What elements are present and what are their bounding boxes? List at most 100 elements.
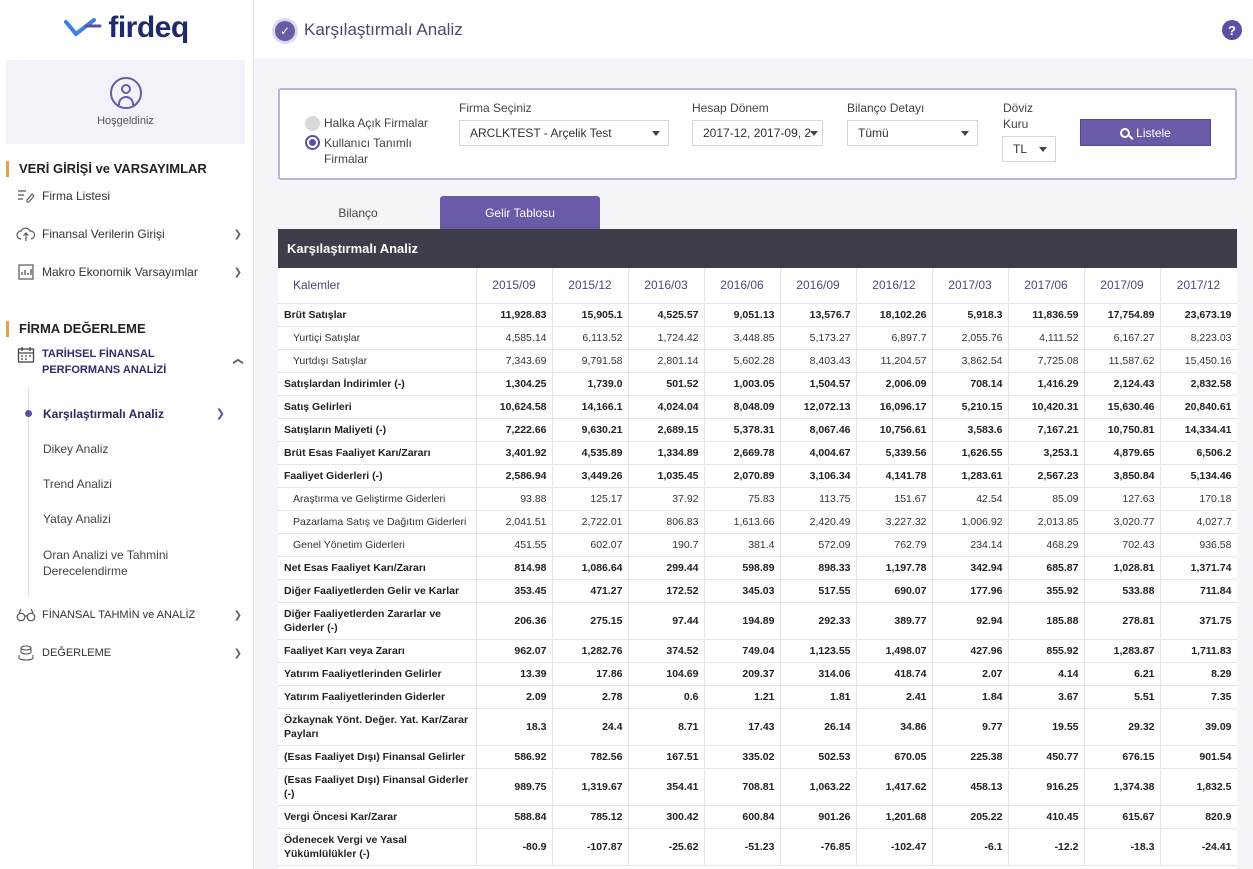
table-cell: 3,106.34 <box>780 464 857 488</box>
subitem-ratio-analysis[interactable]: Oran Analizi ve Tahmini Derecelendirme <box>43 548 169 578</box>
chevron-down-icon[interactable]: ❯ <box>233 647 242 659</box>
sidebar-item-macro-assumptions[interactable]: Makro Ekonomik Varsayımlar ❯ <box>16 262 248 282</box>
welcome-panel: Hoşgeldiniz <box>6 60 245 144</box>
comparison-table-container: Kalemler 2015/09 2015/12 2016/03 2016/06 2016… <box>278 268 1237 869</box>
table-cell: -102.47 <box>856 828 933 866</box>
table-cell: 172.52 <box>628 579 705 603</box>
table-cell: 2,586.94 <box>476 464 553 488</box>
radio-user-defined-firms[interactable]: Kullanıcı Tanımlı Firmalar <box>305 135 435 167</box>
row-label: (Esas Faaliyet Dışı) Finansal Gelirler <box>278 745 477 769</box>
chevron-up-icon[interactable]: ❯ <box>232 357 244 366</box>
table-cell: 690.07 <box>856 579 933 603</box>
column-header-period: 2015/12 <box>552 268 629 304</box>
table-cell: 2,041.51 <box>476 510 553 534</box>
row-label: Diğer Faaliyetlerden Gelir ve Karlar <box>278 579 477 603</box>
table-cell: 8,067.46 <box>780 418 857 442</box>
brand-logo[interactable]: firdeq <box>0 0 253 56</box>
subitem-trend-analysis[interactable]: Trend Analizi <box>43 477 112 491</box>
table-row: Yurtdışı Satışlar 7,343.69 9,791.58 2,801.1… <box>278 349 1237 373</box>
table-cell: 4,027.7 <box>1160 510 1237 534</box>
table-cell: 685.87 <box>1008 556 1085 580</box>
table-cell: 410.45 <box>1008 805 1085 829</box>
table-cell: -80.9 <box>476 828 553 866</box>
table-cell: 11,836.59 <box>1008 303 1085 327</box>
table-cell: 7,343.69 <box>476 349 553 373</box>
sidebar-item-financial-forecast[interactable]: FİNANSAL TAHMİN ve ANALİZ ❯ <box>16 605 248 625</box>
sidebar-item-label: Makro Ekonomik Varsayımlar <box>42 265 198 279</box>
caret-down-icon <box>652 131 660 136</box>
currency-select[interactable]: TL <box>1002 136 1056 162</box>
firm-select[interactable]: ARCLKTEST - Arçelik Test <box>459 120 669 146</box>
row-label: (Esas Faaliyet Dışı) Finansal Giderler (… <box>278 768 477 806</box>
table-cell: 26.14 <box>780 708 857 746</box>
table-cell: 97.44 <box>628 602 705 640</box>
subitem-horizontal-analysis[interactable]: Yatay Analizi <box>43 512 111 526</box>
table-cell: 702.43 <box>1084 533 1161 557</box>
chevron-down-icon[interactable]: ❯ <box>233 266 242 278</box>
table-cell: 2,055.76 <box>932 326 1009 350</box>
table-cell: 3,020.77 <box>1084 510 1161 534</box>
table-cell: 10,420.31 <box>1008 395 1085 419</box>
sidebar-item-valuation[interactable]: DEĞERLEME ❯ <box>16 643 248 663</box>
tab-balance-sheet[interactable]: Bilanço <box>338 205 378 220</box>
table-row: Net Esas Faaliyet Karı/Zararı 814.98 1,086… <box>278 556 1237 580</box>
subitem-vertical-analysis[interactable]: Dikey Analiz <box>43 442 109 456</box>
table-cell: 4,004.67 <box>780 441 857 465</box>
chevron-down-icon[interactable]: ❯ <box>233 609 242 621</box>
sidebar-item-financial-data[interactable]: Finansal Verilerin Girişi ❯ <box>16 224 248 244</box>
caret-down-icon <box>961 131 969 136</box>
table-cell: 205.22 <box>932 805 1009 829</box>
table-cell: 299.44 <box>628 556 705 580</box>
user-avatar-icon[interactable] <box>109 77 142 109</box>
table-cell: 7,725.08 <box>1008 349 1085 373</box>
table-cell: 177.96 <box>932 579 1009 603</box>
table-cell: 6,167.27 <box>1084 326 1161 350</box>
table-cell: 1,282.76 <box>552 639 629 663</box>
radio-unchecked-icon[interactable] <box>305 116 320 131</box>
table-row: Brüt Esas Faaliyet Karı/Zararı 3,401.92 4,… <box>278 441 1237 465</box>
sidebar-item-firm-list[interactable]: Firma Listesi <box>16 186 248 206</box>
table-cell: -6.1 <box>932 828 1009 866</box>
table-cell: 225.38 <box>932 745 1009 769</box>
table-cell: 10,756.61 <box>856 418 933 442</box>
subitem-comparative-analysis[interactable]: Karşılaştırmalı Analiz ❯ <box>43 406 233 422</box>
table-cell: 598.89 <box>704 556 781 580</box>
table-cell: 2,669.78 <box>704 441 781 465</box>
table-cell: 4,879.65 <box>1084 441 1161 465</box>
table-cell: 6,113.52 <box>552 326 629 350</box>
tab-income-statement[interactable]: Gelir Tablosu <box>440 196 600 229</box>
row-label: Diğer Faaliyetlerden Zararlar ve Giderle… <box>278 602 477 640</box>
table-cell: 5,918.3 <box>932 303 1009 327</box>
list-button[interactable]: Listele <box>1080 119 1211 146</box>
table-title: Karşılaştırmalı Analiz <box>278 229 1237 268</box>
detail-select[interactable]: Tümü <box>847 120 978 146</box>
table-cell: 3.67 <box>1008 685 1085 709</box>
radio-checked-icon[interactable] <box>305 135 320 150</box>
table-cell: 502.53 <box>780 745 857 769</box>
table-cell: 34.86 <box>856 708 933 746</box>
radio-public-firms[interactable]: Halka Açık Firmalar <box>305 116 428 131</box>
page-check-icon: ✓ <box>272 18 298 44</box>
row-label: Satış Gelirleri <box>278 395 477 419</box>
chevron-down-icon[interactable]: ❯ <box>233 228 242 240</box>
column-header-period: 2015/09 <box>476 268 553 304</box>
table-cell: 18,102.26 <box>856 303 933 327</box>
table-cell: 11,928.83 <box>476 303 553 327</box>
table-row: (Esas Faaliyet Dışı) Finansal Gelirler 58… <box>278 745 1237 769</box>
table-cell: 588.84 <box>476 805 553 829</box>
table-cell: 6,506.2 <box>1160 441 1237 465</box>
row-label: Yurtiçi Satışlar <box>278 326 477 350</box>
table-cell: 2.41 <box>856 685 933 709</box>
table-cell: 806.83 <box>628 510 705 534</box>
table-row: Yurtiçi Satışlar 4,585.14 6,113.52 1,724.42… <box>278 326 1237 350</box>
help-icon[interactable]: ? <box>1222 20 1242 40</box>
period-select[interactable]: 2017-12, 2017-09, 2 <box>692 120 823 146</box>
table-cell: 3,227.32 <box>856 510 933 534</box>
table-row: Yatırım Faaliyetlerinden Giderler 2.09 2.7… <box>278 685 1237 709</box>
table-cell: 7,222.66 <box>476 418 553 442</box>
table-cell: 898.33 <box>780 556 857 580</box>
sidebar-item-historical-performance[interactable]: TARİHSEL FİNANSAL PERFORMANS ANALİZİ ❯ <box>16 346 248 380</box>
table-cell: 4,111.52 <box>1008 326 1085 350</box>
table-header-row: Kalemler 2015/09 2015/12 2016/03 2016/06 2016… <box>278 268 1237 304</box>
table-row: Diğer Faaliyetlerden Zararlar ve Giderle… <box>278 602 1237 640</box>
